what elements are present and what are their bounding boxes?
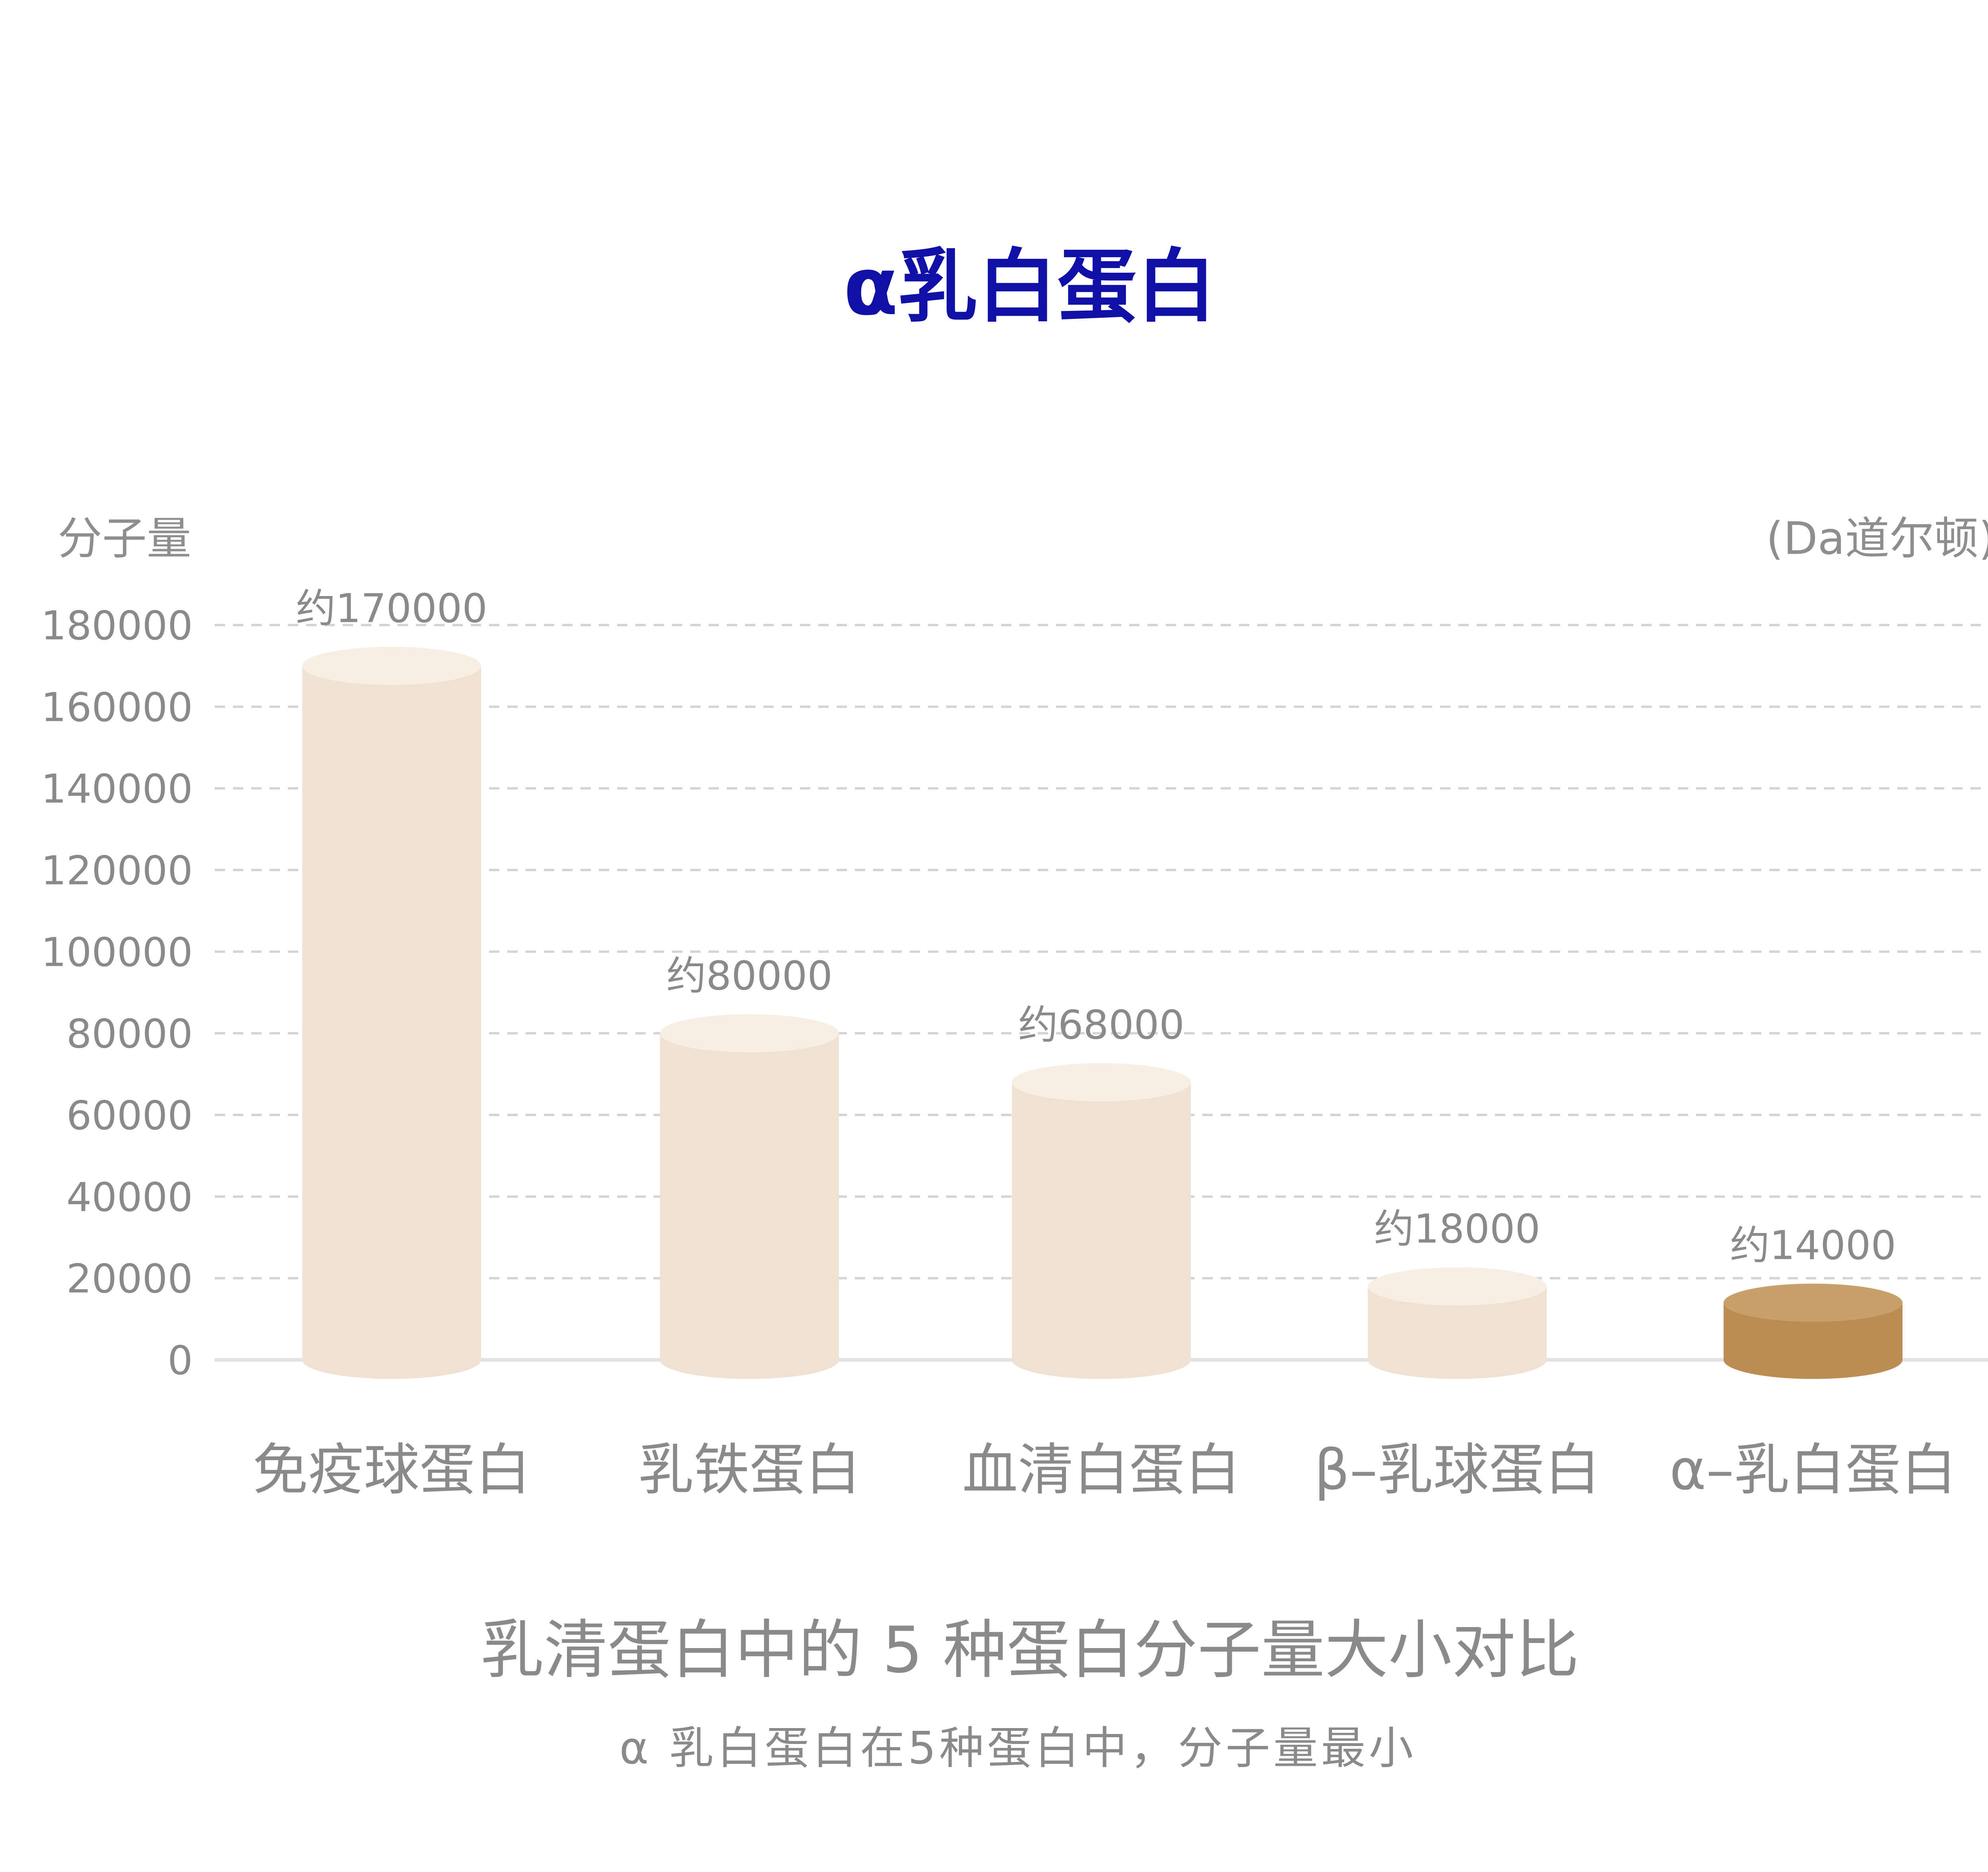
data-labels: 约170000 约80000 约68000 约18000 约14000 <box>296 585 1896 1269</box>
y-axis-label: 分子量 <box>58 513 191 565</box>
y-tick-label: 160000 <box>41 684 193 730</box>
y-axis-ticks: 0 20000 40000 60000 80000 100000 120000 140000 1… <box>41 602 193 1384</box>
y-tick-label: 0 <box>167 1337 193 1384</box>
x-category-label: 免疫球蛋白 <box>252 1438 531 1503</box>
x-category-label: 血清白蛋白 <box>962 1438 1241 1503</box>
data-label: 约68000 <box>1018 1002 1184 1048</box>
x-axis-categories: 免疫球蛋白 乳铁蛋白 血清白蛋白 β–乳球蛋白 α–乳白蛋白 <box>252 1438 1957 1503</box>
y-tick-label: 120000 <box>41 847 193 894</box>
y-tick-label: 80000 <box>66 1011 193 1057</box>
bar <box>660 1014 839 1379</box>
bar <box>1368 1267 1547 1379</box>
bars <box>302 647 1903 1379</box>
data-label: 约80000 <box>666 953 833 999</box>
y-tick-label: 40000 <box>66 1174 193 1220</box>
y-tick-label: 20000 <box>66 1256 193 1302</box>
chart-subtitle: 乳清蛋白中的 5 种蛋白分子量大小对比 <box>480 1613 1579 1687</box>
bar <box>1724 1284 1903 1379</box>
unit-label: (Da道尔顿) <box>1766 513 1988 565</box>
y-tick-label: 100000 <box>41 929 193 975</box>
y-tick-label: 140000 <box>41 766 193 812</box>
bar <box>1012 1063 1191 1379</box>
data-label: 约14000 <box>1730 1222 1896 1268</box>
y-tick-label: 180000 <box>41 602 193 649</box>
x-category-label: 乳铁蛋白 <box>638 1438 861 1503</box>
data-label: 约18000 <box>1374 1206 1540 1252</box>
chart-caption: α 乳白蛋白在5种蛋白中，分子量最小 <box>619 1722 1417 1774</box>
y-tick-label: 60000 <box>66 1092 193 1139</box>
bar <box>302 647 481 1379</box>
page-title: α乳白蛋白 <box>843 241 1216 333</box>
x-category-label: β–乳球蛋白 <box>1314 1438 1600 1503</box>
x-category-label: α–乳白蛋白 <box>1670 1438 1957 1503</box>
data-label: 约170000 <box>296 585 487 632</box>
